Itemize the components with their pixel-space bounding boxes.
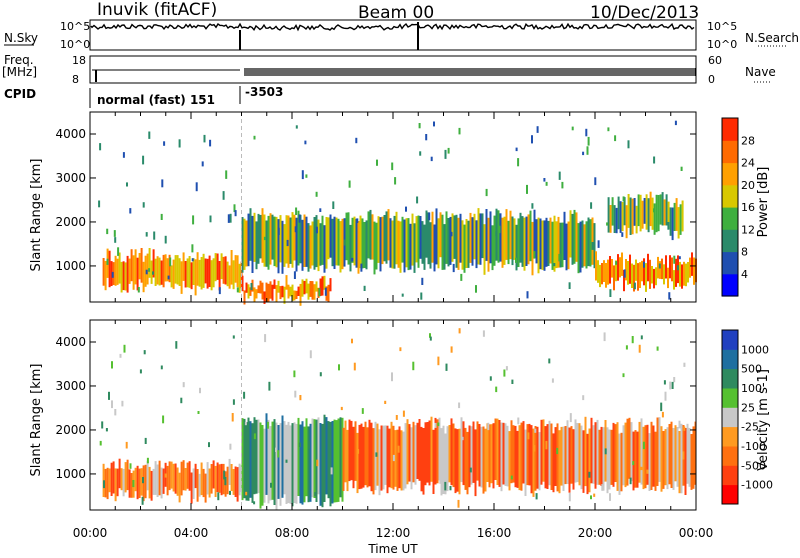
colorbar-tick: 25 — [741, 401, 755, 414]
freq-unit-label: [MHz] — [2, 65, 37, 79]
colorbar-swatch — [722, 118, 738, 141]
colorbar-swatch — [722, 207, 738, 230]
velocity-panel: 1000 2000 3000 4000 — [55, 319, 697, 511]
nsearch-label: N.Search — [745, 31, 799, 45]
y-tick-label: 2000 — [55, 215, 86, 229]
y-tick-label: 2000 — [55, 423, 86, 437]
colorbar-tick: -100 — [741, 440, 766, 453]
colorbar-swatch — [722, 388, 738, 408]
freq-tick-top: 18 — [72, 54, 86, 67]
data-region-2 — [342, 416, 697, 497]
data-region-1 — [241, 413, 344, 510]
colorbar-tick: 12 — [741, 223, 755, 236]
y-tick-label: 1000 — [55, 467, 86, 481]
colorbar-swatch — [722, 251, 738, 275]
nsky-tick-bottom: 10^0 — [60, 38, 90, 51]
x-tick-label: 04:00 — [174, 526, 209, 540]
colorbar-swatch — [722, 446, 738, 466]
nave-label: Nave — [745, 65, 776, 79]
colorbar-tick: 8 — [741, 246, 748, 259]
colorbar-tick: 100 — [741, 382, 762, 395]
power-y-label: Slant Range [km] — [29, 159, 44, 272]
colorbar-tick: -500 — [741, 459, 766, 472]
colorbar-swatch — [722, 229, 738, 253]
x-tick-label: 00:00 — [679, 526, 714, 540]
noise-points — [98, 120, 683, 300]
colorbar-tick: 500 — [741, 363, 762, 376]
colorbar-swatch — [722, 426, 738, 447]
colorbar-tick: 24 — [741, 157, 755, 170]
x-tick-label: 16:00 — [477, 526, 512, 540]
colorbar-swatch — [722, 368, 738, 389]
nsky-label: N.Sky — [4, 31, 38, 45]
colorbar-swatch — [722, 349, 738, 370]
freq-label: Freq. — [4, 53, 34, 67]
cpid-first: normal (fast) 151 — [97, 93, 215, 107]
colorbar-swatch — [722, 140, 738, 164]
nsky-tick-top: 10^5 — [60, 20, 90, 33]
y-tick-label: 4000 — [55, 127, 86, 141]
x-tick-label: 20:00 — [578, 526, 613, 540]
colorbar-tick: 1000 — [741, 343, 769, 356]
nave-tick-top: 60 — [708, 54, 722, 67]
colorbar-tick: 16 — [741, 201, 755, 214]
station-title: Inuvik (fitACF) — [97, 0, 217, 20]
power-colorbar-label: Power [dB] — [756, 167, 771, 238]
colorbar-swatch — [722, 162, 738, 186]
colorbar-tick: -25 — [741, 421, 759, 434]
cpid-second: -3503 — [245, 85, 283, 99]
nsky-trace — [90, 22, 695, 32]
velocity-colorbar-label: Velocity [m s-1] — [756, 369, 771, 471]
y-tick-label: 1000 — [55, 259, 86, 273]
data-region-0 — [102, 248, 243, 296]
freq-strip — [89, 55, 697, 84]
noise-points — [99, 328, 686, 508]
colorbar-swatch — [722, 484, 738, 505]
nsearch-tick-bottom: 10^0 — [707, 38, 737, 51]
date-title: 10/Dec/2013 — [590, 3, 699, 23]
x-tick-label: 00:00 — [73, 526, 108, 540]
data-region-1 — [241, 275, 332, 306]
y-tick-label: 4000 — [55, 335, 86, 349]
y-tick-label: 3000 — [55, 171, 86, 185]
colorbar-tick: -1000 — [741, 479, 773, 492]
velocity-y-label: Slant Range [km] — [29, 364, 44, 477]
nsearch-tick-top: 10^5 — [707, 20, 737, 33]
x-tick-label: 08:00 — [275, 526, 310, 540]
data-region-4 — [607, 191, 684, 241]
y-tick-label: 3000 — [55, 379, 86, 393]
x-axis-label: Time UT — [367, 542, 418, 554]
freq-tick-bottom: 8 — [72, 73, 79, 86]
colorbar-swatch — [722, 407, 738, 428]
beam-title: Beam 00 — [358, 3, 434, 23]
colorbar-swatch — [722, 273, 738, 297]
data-region-3 — [595, 251, 697, 292]
colorbar-swatch — [722, 330, 738, 350]
nave-tick-bottom: 0 — [708, 73, 715, 86]
colorbar-tick: 4 — [741, 268, 748, 281]
power-panel: 1000 2000 3000 4000 — [55, 111, 697, 306]
colorbar-tick: 28 — [741, 134, 755, 147]
data-region-2 — [241, 208, 596, 276]
x-tick-label: 12:00 — [376, 526, 411, 540]
colorbar-swatch — [722, 465, 738, 486]
freq-trace — [244, 68, 696, 76]
nsky-strip — [89, 19, 697, 51]
cpid-label: CPID — [4, 87, 36, 101]
colorbar-tick: 20 — [741, 179, 755, 192]
colorbar-swatch — [722, 184, 738, 208]
